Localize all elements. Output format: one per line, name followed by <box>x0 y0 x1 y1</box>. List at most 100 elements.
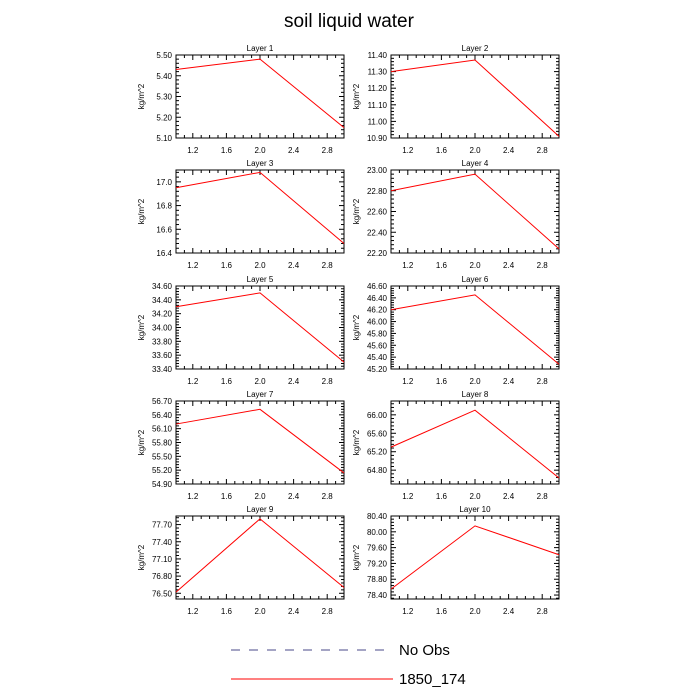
x-tick-label: 2.0 <box>469 492 481 501</box>
y-tick-label: 65.20 <box>367 448 388 457</box>
chart-panel-4: Layer 4 1.2 1.6 2.0 2.4 2.8 22.20 22.40 22.60 22.… <box>352 159 560 270</box>
series-line-1850-174 <box>390 173 560 250</box>
x-tick-label: 2.8 <box>537 146 549 155</box>
plot-frame <box>175 515 345 600</box>
x-tick-label: 1.2 <box>187 607 199 616</box>
x-tick-label: 1.6 <box>436 377 448 386</box>
x-tick-label: 2.0 <box>469 146 481 155</box>
y-tick-label: 45.40 <box>367 353 388 362</box>
y-axis-label: kg/m^2 <box>137 198 146 224</box>
y-tick-label: 16.6 <box>156 225 172 234</box>
y-axis-label: kg/m^2 <box>137 544 146 570</box>
y-tick-label: 11.20 <box>368 84 388 93</box>
x-tick-label: 1.2 <box>402 607 414 616</box>
y-axis-label: kg/m^2 <box>352 198 361 224</box>
y-tick-label: 16.4 <box>156 249 172 258</box>
x-tick-label: 2.4 <box>288 261 300 270</box>
series-line-1850-174 <box>175 518 345 593</box>
panel-title: Layer 5 <box>247 275 274 284</box>
y-tick-label: 77.40 <box>152 538 173 547</box>
plot-frame <box>390 285 560 370</box>
y-tick-label: 34.60 <box>152 282 173 291</box>
legend: No Obs 1850_174 <box>231 642 466 688</box>
x-tick-label: 1.6 <box>221 607 233 616</box>
y-tick-label: 77.10 <box>152 555 173 564</box>
plot-frame <box>175 400 345 485</box>
y-tick-label: 79.20 <box>367 559 388 568</box>
y-tick-label: 56.10 <box>152 425 173 434</box>
y-tick-label: 45.80 <box>367 329 388 338</box>
y-tick-label: 66.00 <box>367 411 388 420</box>
x-tick-label: 2.0 <box>254 377 266 386</box>
y-tick-label: 46.40 <box>367 294 388 303</box>
x-tick-label: 1.2 <box>402 146 414 155</box>
y-axis-label: kg/m^2 <box>137 429 146 455</box>
x-tick-label: 1.2 <box>187 261 199 270</box>
x-tick-label: 2.4 <box>503 492 515 501</box>
y-tick-label: 11.10 <box>368 101 388 110</box>
series-line-1850-174 <box>175 171 345 244</box>
chart-panel-7: Layer 7 1.2 1.6 2.0 2.4 2.8 54.90 55.20 55.50 55.… <box>137 390 345 501</box>
y-tick-label: 46.20 <box>367 306 388 315</box>
y-tick-label: 33.80 <box>152 337 173 346</box>
y-tick-label: 11.30 <box>368 68 388 77</box>
chart-panel-9: Layer 9 1.2 1.6 2.0 2.4 2.8 76.50 76.80 77.10 77.… <box>137 505 345 616</box>
y-tick-label: 5.40 <box>156 72 172 81</box>
series-line-1850-174 <box>175 292 345 363</box>
x-tick-label: 2.8 <box>322 377 334 386</box>
y-tick-label: 46.60 <box>367 282 388 291</box>
plot-frame <box>175 54 345 139</box>
y-tick-label: 33.60 <box>152 351 173 360</box>
panel-title: Layer 10 <box>459 505 491 514</box>
x-tick-label: 2.0 <box>254 146 266 155</box>
x-tick-label: 1.2 <box>402 377 414 386</box>
plot-frame <box>175 285 345 370</box>
figure-title: soil liquid water <box>284 11 415 32</box>
y-tick-label: 5.50 <box>156 51 172 60</box>
x-tick-label: 1.6 <box>221 492 233 501</box>
y-tick-label: 56.70 <box>152 397 173 406</box>
panel-title: Layer 6 <box>462 275 489 284</box>
y-tick-label: 33.40 <box>152 365 173 374</box>
x-tick-label: 2.0 <box>254 492 266 501</box>
y-tick-label: 76.80 <box>152 572 173 581</box>
y-tick-label: 11.00 <box>368 117 388 126</box>
y-tick-label: 23.00 <box>367 166 388 175</box>
x-tick-label: 1.6 <box>436 261 448 270</box>
series-line-1850-174 <box>390 294 560 365</box>
y-tick-label: 56.40 <box>152 411 173 420</box>
x-tick-label: 2.8 <box>537 607 549 616</box>
x-tick-label: 1.6 <box>436 146 448 155</box>
x-tick-label: 2.0 <box>254 607 266 616</box>
y-tick-label: 22.20 <box>367 249 388 258</box>
x-tick-label: 1.2 <box>187 377 199 386</box>
x-tick-label: 2.8 <box>322 146 334 155</box>
y-tick-label: 5.20 <box>156 113 172 122</box>
y-axis-label: kg/m^2 <box>352 544 361 570</box>
x-tick-label: 1.2 <box>187 492 199 501</box>
legend-label-no-obs: No Obs <box>399 642 450 659</box>
legend-label-1850-174: 1850_174 <box>399 671 466 688</box>
y-tick-label: 34.20 <box>152 310 173 319</box>
series-line-1850-174 <box>390 409 560 479</box>
y-tick-label: 77.70 <box>152 521 173 530</box>
x-tick-label: 2.0 <box>469 607 481 616</box>
y-tick-label: 45.20 <box>367 365 388 374</box>
x-tick-label: 2.8 <box>322 607 334 616</box>
chart-panel-3: Layer 3 1.2 1.6 2.0 2.4 2.8 16.4 16.6 16.8 17.0 kg… <box>137 159 345 270</box>
x-tick-label: 2.4 <box>288 607 300 616</box>
y-tick-label: 5.10 <box>156 134 172 143</box>
y-tick-label: 79.60 <box>367 544 388 553</box>
x-tick-label: 1.2 <box>402 492 414 501</box>
y-tick-label: 80.40 <box>367 512 388 521</box>
y-tick-label: 17.0 <box>156 178 172 187</box>
x-tick-label: 2.8 <box>322 492 334 501</box>
y-tick-label: 16.8 <box>156 202 172 211</box>
x-tick-label: 2.8 <box>537 492 549 501</box>
x-tick-label: 2.4 <box>503 607 515 616</box>
plot-frame <box>390 54 560 139</box>
x-tick-label: 2.0 <box>469 377 481 386</box>
y-tick-label: 55.20 <box>152 466 173 475</box>
series-line-1850-174 <box>175 408 345 474</box>
panel-title: Layer 7 <box>247 390 274 399</box>
